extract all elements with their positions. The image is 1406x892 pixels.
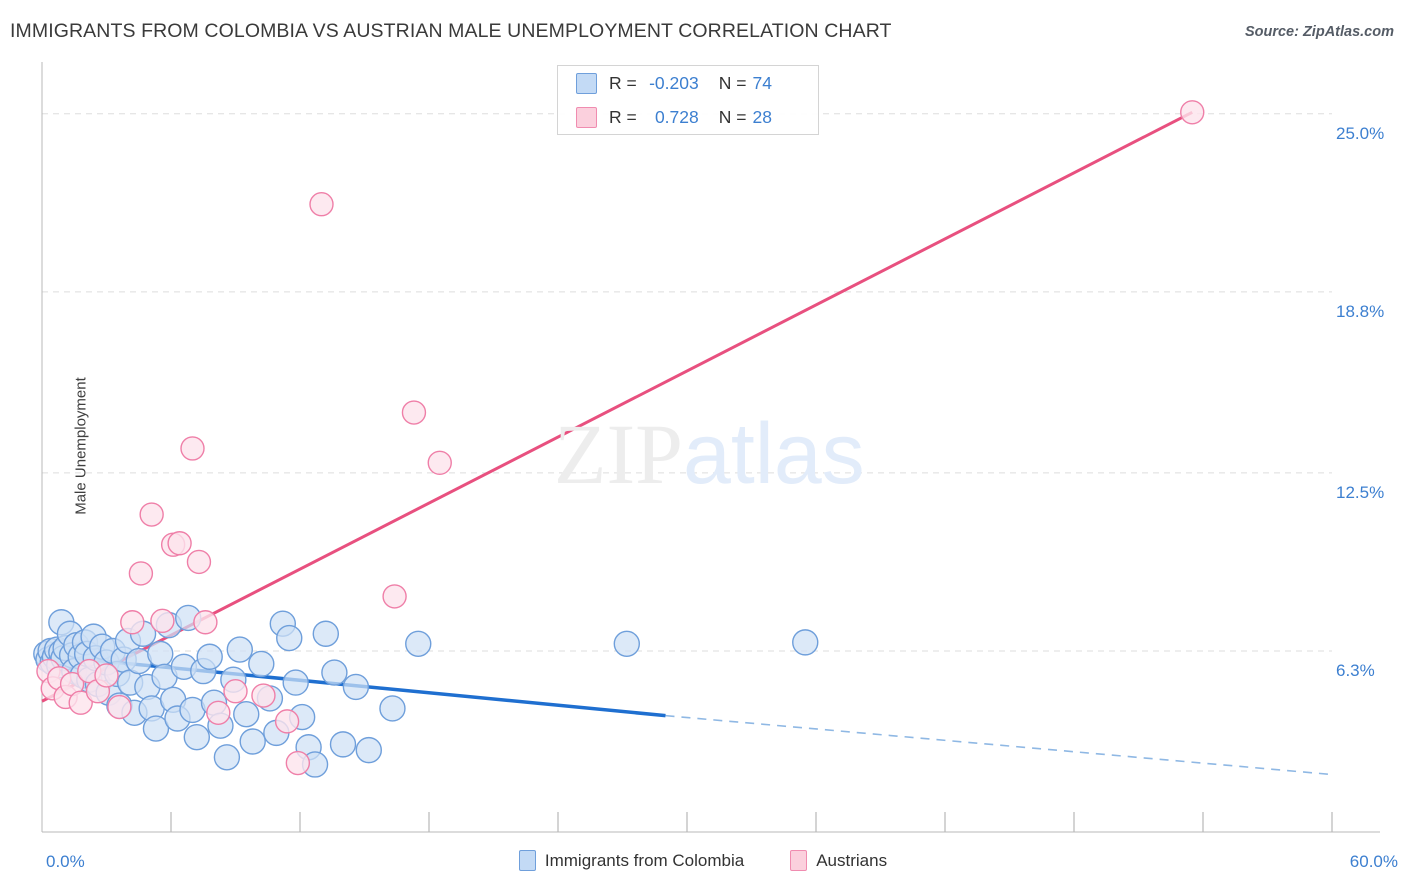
x-axis-ticks <box>170 812 1333 832</box>
gridlines <box>42 113 1332 652</box>
axis-lines <box>41 62 1380 833</box>
legend-item-immigrants-from-colombia[interactable]: Immigrants from Colombia <box>518 850 745 871</box>
x-axis-max-label: 60.0% <box>1349 852 1398 871</box>
series-legend: Immigrants from Colombia Austrians <box>0 850 1406 871</box>
stat-row-austrians: R = 0.728 N = 28 <box>558 100 818 134</box>
scatter-points-austrians <box>36 100 1205 776</box>
stat-text-blue: R = -0.203 N = 74 <box>609 73 772 94</box>
legend-label-immigrants-from-colombia: Immigrants from Colombia <box>544 850 745 870</box>
legend-label-austrians: Austrians <box>816 850 888 870</box>
stat-n-label-blue: N = <box>718 72 747 93</box>
legend-item-austrians[interactable]: Austrians <box>790 850 887 871</box>
y-axis-tick-label: 18.8% <box>1336 301 1385 321</box>
stat-text-pink: R = 0.728 N = 28 <box>609 107 772 128</box>
y-axis-tick-label: 25.0% <box>1336 123 1385 143</box>
correlation-stats-box: R = -0.203 N = 74 R = 0.728 N = 28 <box>557 65 819 135</box>
page-title: IMMIGRANTS FROM COLOMBIA VS AUSTRIAN MAL… <box>10 20 892 42</box>
stat-swatch-blue <box>576 72 597 94</box>
legend-swatch-pink <box>790 850 808 871</box>
stat-n-label-pink: N = <box>718 106 747 127</box>
source-attribution: Source: ZipAtlas.com <box>1244 24 1394 40</box>
y-axis-tick-label: 12.5% <box>1336 482 1385 502</box>
stat-n-value-pink: 28 <box>752 106 772 127</box>
stat-n-value-blue: 74 <box>752 72 772 93</box>
y-axis-tick-label: 6.3% <box>1336 660 1375 680</box>
stat-swatch-pink <box>576 106 597 128</box>
stat-r-label-blue: R = <box>609 72 637 93</box>
x-axis-min-label: 0.0% <box>46 852 85 871</box>
stat-row-immigrants-from-colombia: R = -0.203 N = 74 <box>558 66 818 100</box>
stat-r-value-pink: 0.728 <box>654 106 699 127</box>
stat-r-label-pink: R = <box>609 106 637 127</box>
stat-r-value-blue: -0.203 <box>649 72 699 93</box>
legend-swatch-blue <box>518 850 536 871</box>
